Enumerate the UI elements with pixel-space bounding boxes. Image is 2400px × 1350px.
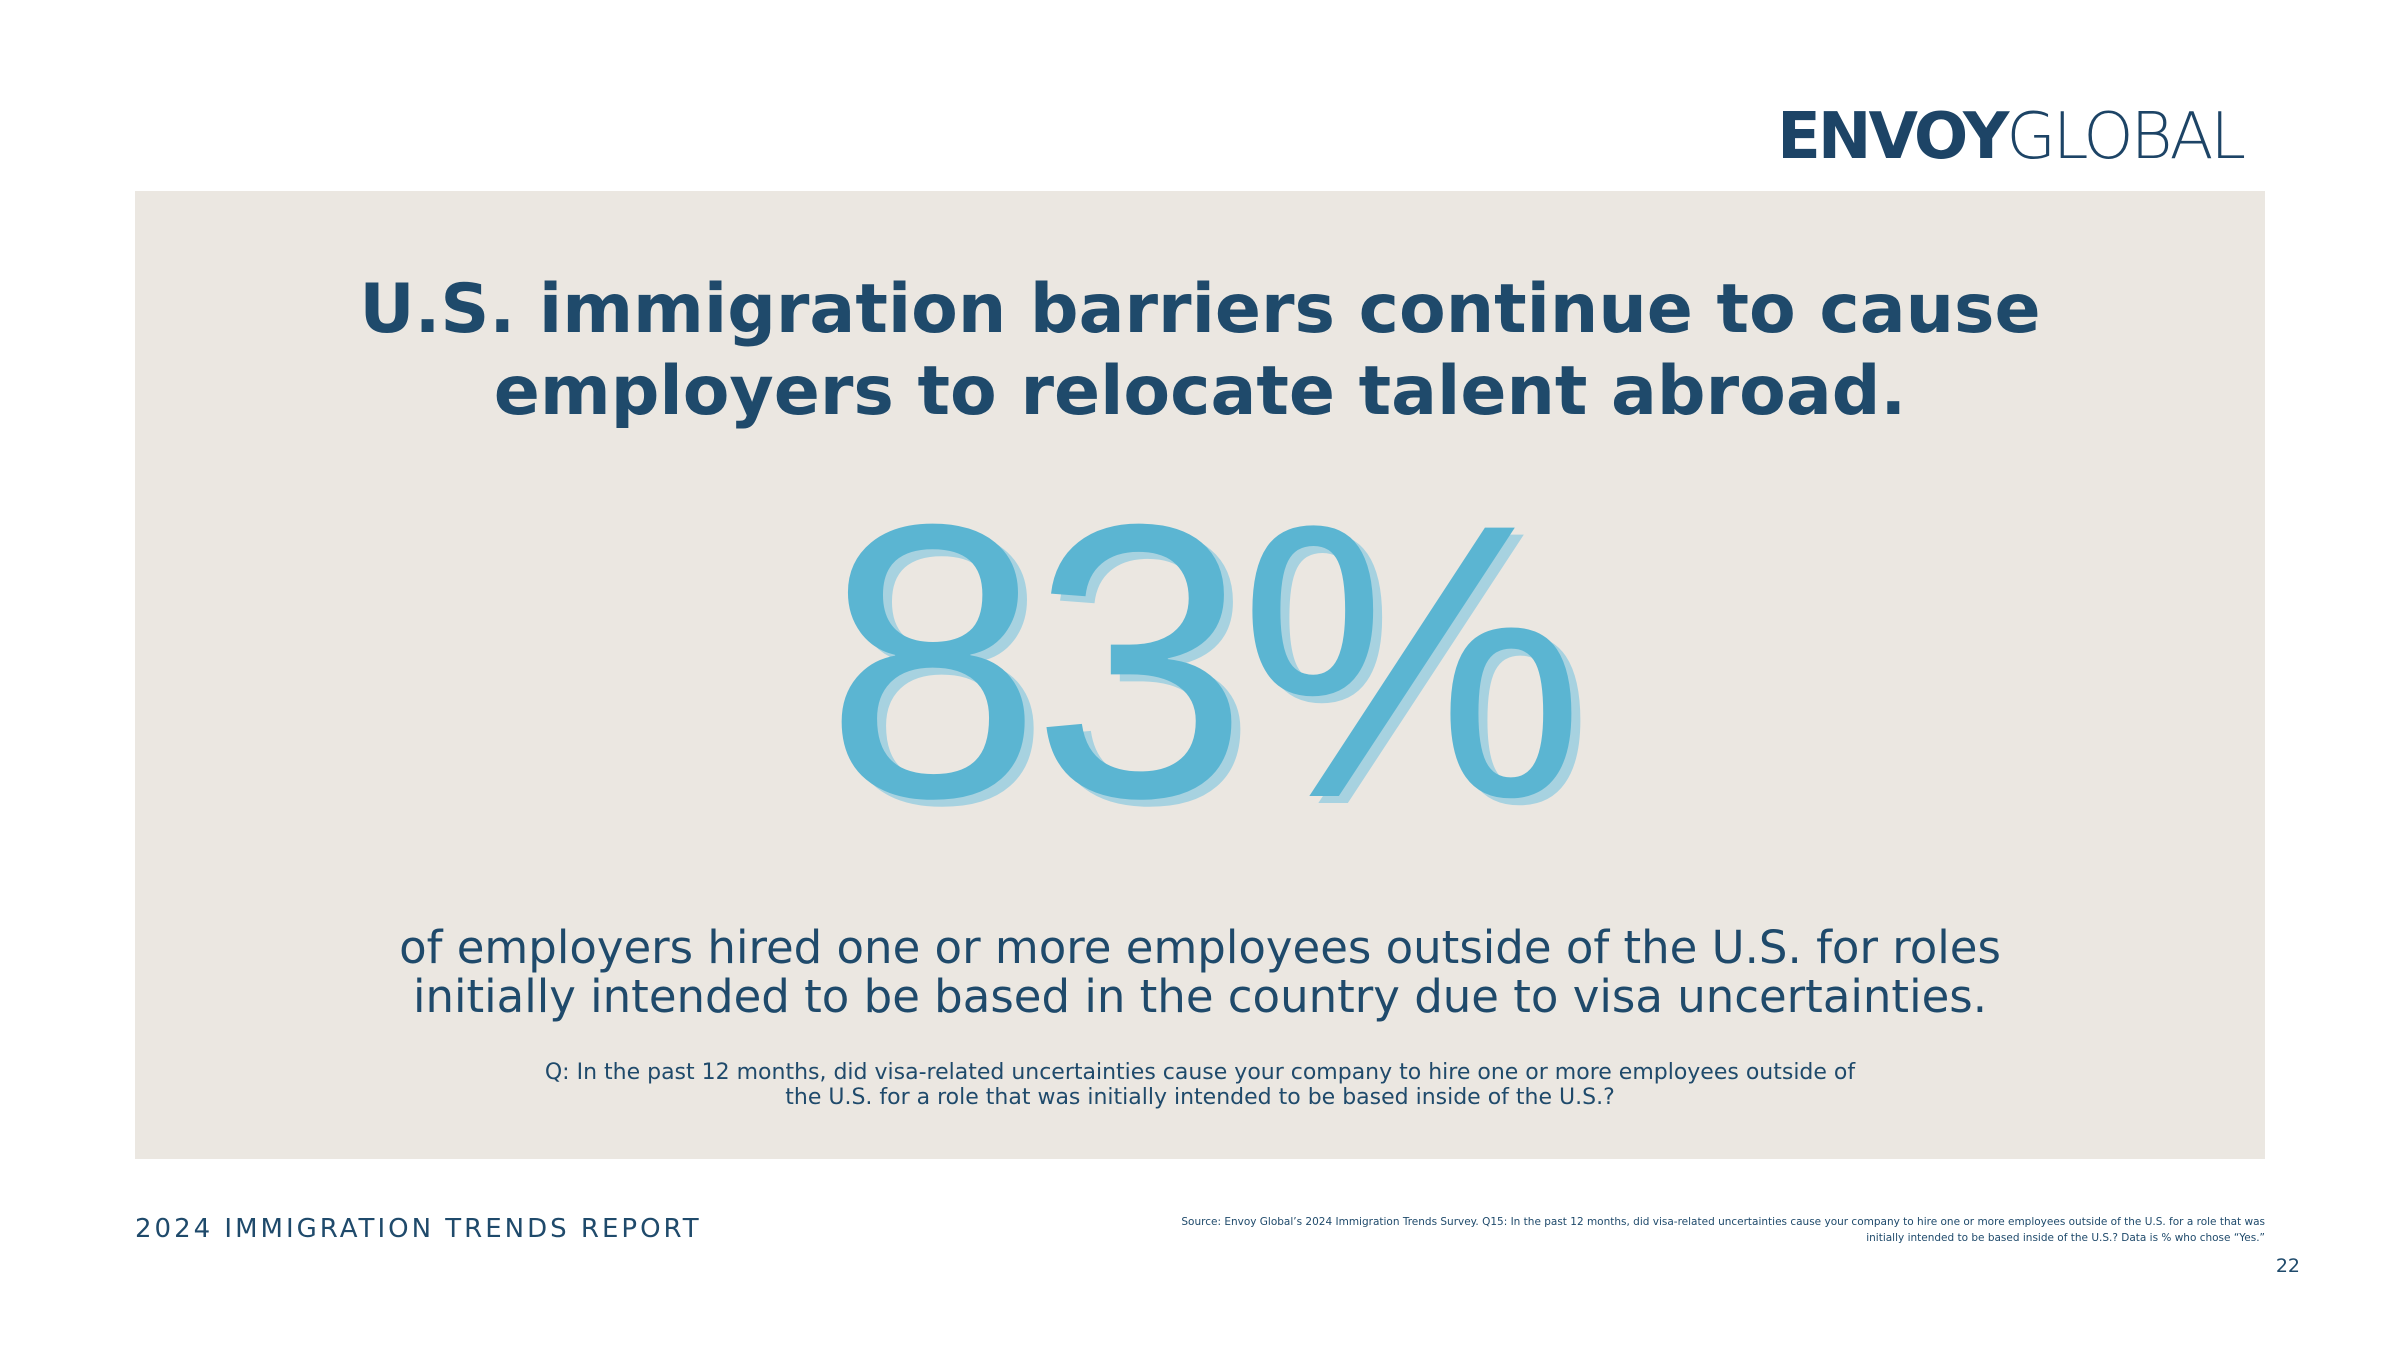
title-line: employers to relocate talent abroad. — [493, 352, 1907, 431]
title-line: U.S. immigration barriers continue to ca… — [359, 270, 2041, 349]
description-line: of employers hired one or more employees… — [399, 921, 2001, 974]
report-name: 2024 IMMIGRATION TRENDS REPORT — [135, 1214, 702, 1244]
title: U.S. immigration barriers continue to ca… — [135, 269, 2265, 433]
stat: 83% — [824, 443, 1586, 879]
description-line: initially intended to be based in the co… — [412, 970, 1988, 1023]
source-line: initially intended to be based inside of… — [1866, 1232, 2265, 1244]
panel: U.S. immigration barriers continue to ca… — [135, 191, 2265, 1159]
description: of employers hired one or more employees… — [135, 923, 2265, 1021]
question-line: Q: In the past 12 months, did visa-relat… — [544, 1060, 1856, 1085]
source: Source: Envoy Global’s 2024 Immigration … — [1181, 1214, 2265, 1246]
question-line: the U.S. for a role that was initially i… — [785, 1085, 1615, 1110]
logo-light: GLOBAL — [2006, 100, 2246, 174]
page-number: 22 — [2275, 1255, 2300, 1277]
source-line: Source: Envoy Global’s 2024 Immigration … — [1181, 1216, 2265, 1228]
logo: ENVOYGLOBAL — [1777, 100, 2246, 174]
question: Q: In the past 12 months, did visa-relat… — [135, 1060, 2265, 1110]
logo-bold: ENVOY — [1777, 100, 2009, 174]
